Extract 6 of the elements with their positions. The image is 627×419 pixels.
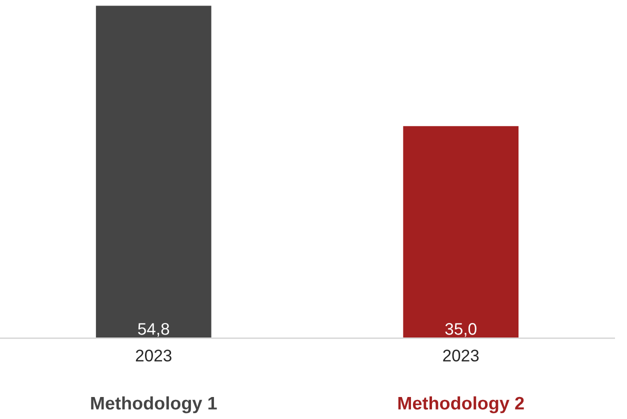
x-tick-label: 2023 <box>136 350 172 362</box>
data-label: 35,0 <box>445 323 476 337</box>
x-tick-label: 2023 <box>443 350 479 362</box>
text: Methodology 1 <box>91 396 217 414</box>
text: Methodology 2 <box>398 396 524 414</box>
data-label: 54,8 <box>138 323 170 337</box>
